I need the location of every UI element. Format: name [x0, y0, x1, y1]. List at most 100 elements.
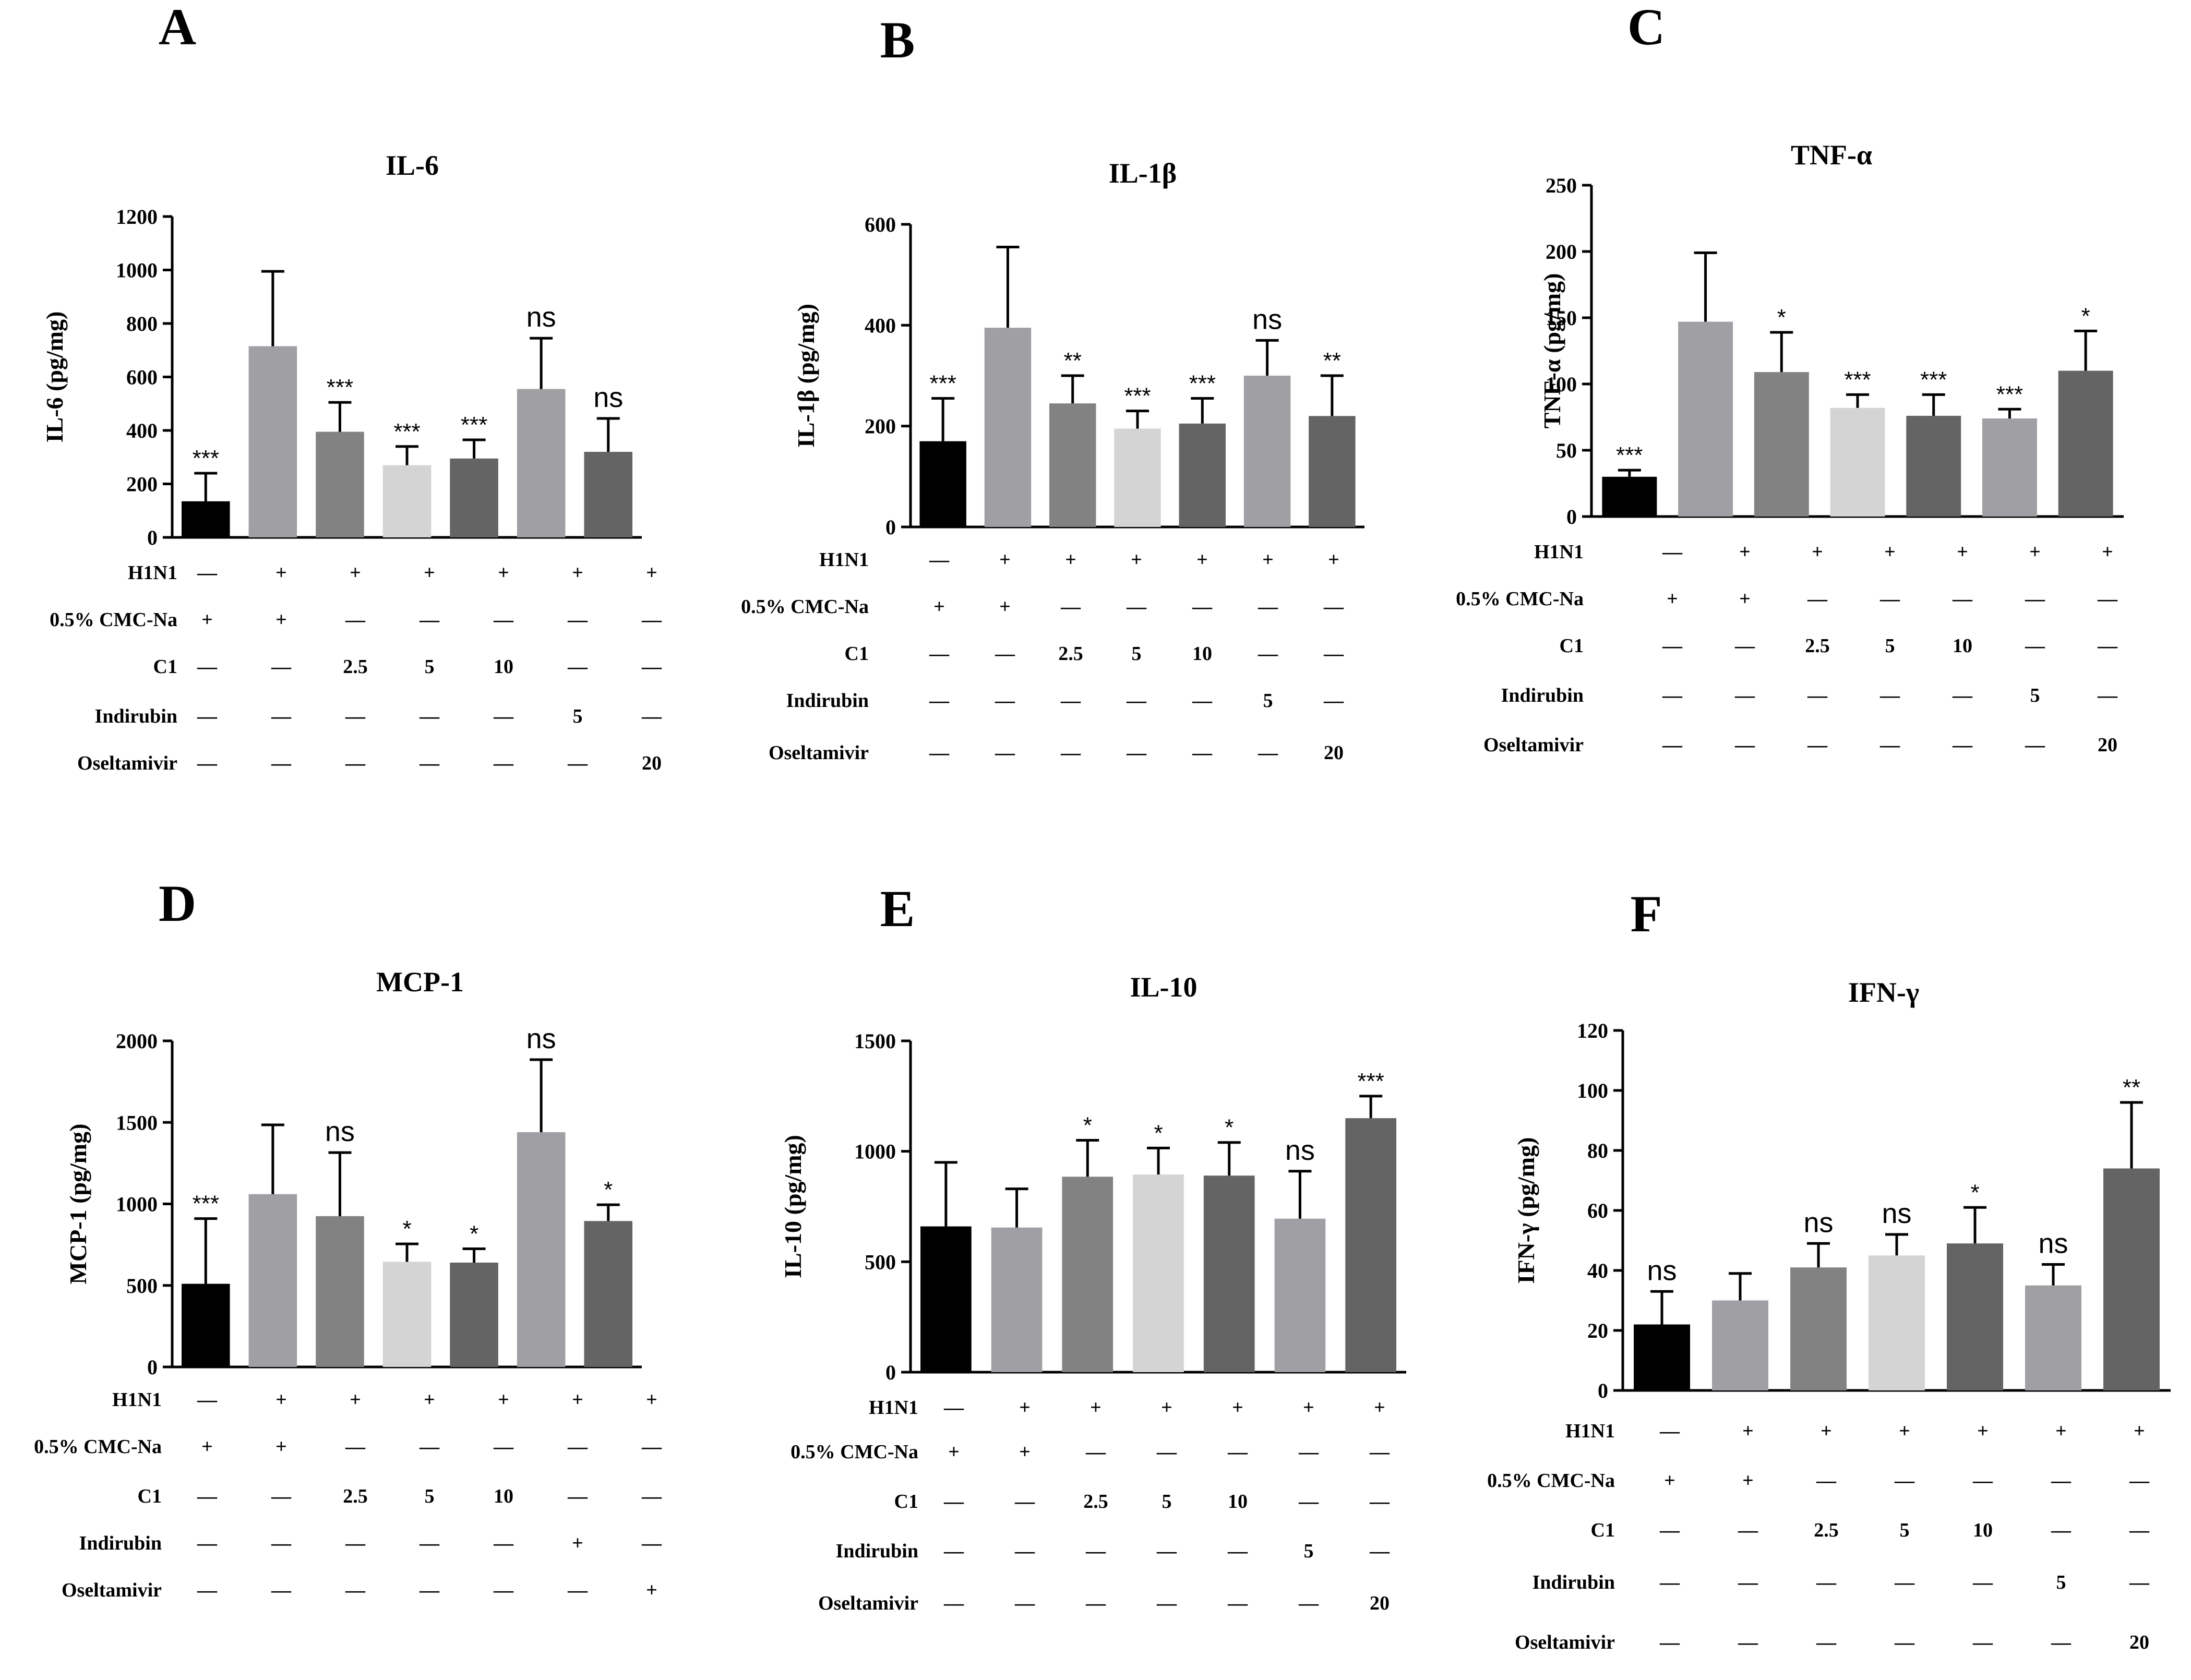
table-cell: —: [2129, 1470, 2150, 1492]
panel-letter: E: [880, 880, 915, 938]
table-row-label: Oseltamivir: [77, 752, 177, 774]
table-cell: —: [1879, 685, 1900, 706]
table-cell: —: [197, 562, 218, 584]
y-tick-label: 500: [126, 1274, 158, 1298]
y-tick-label: 150: [1546, 306, 1577, 330]
table-cell: —: [1662, 685, 1683, 706]
bar: [2103, 1168, 2160, 1390]
table-cell: 10: [1192, 643, 1212, 665]
bar: [1830, 407, 1885, 517]
table-cell: +: [2029, 541, 2041, 563]
table-cell: —: [493, 752, 514, 774]
table-cell: —: [1738, 1571, 1758, 1593]
table-cell: —: [1659, 1519, 1680, 1541]
table-cell: —: [1952, 685, 1973, 706]
table-cell: —: [197, 1579, 218, 1601]
table-cell: +: [933, 596, 945, 618]
chart-title: MCP-1: [376, 966, 464, 998]
table-cell: 5: [1900, 1519, 1910, 1541]
table-cell: —: [2097, 635, 2118, 657]
bar: [248, 1194, 297, 1367]
bar: [1754, 372, 1809, 517]
bar: [517, 389, 566, 537]
table-row-label: Indirubin: [95, 705, 177, 727]
table-row-label: 0.5% CMC-Na: [34, 1436, 162, 1458]
table-cell: —: [1060, 742, 1081, 764]
table-cell: —: [929, 549, 950, 571]
table-cell: —: [943, 1540, 964, 1562]
table-cell: 2.5: [1058, 643, 1083, 665]
table-cell: —: [1227, 1592, 1248, 1614]
table-cell: —: [1156, 1441, 1177, 1463]
table-cell: —: [1298, 1491, 1319, 1513]
bar: [1133, 1174, 1184, 1372]
y-tick-label: 80: [1587, 1139, 1608, 1162]
table-cell: —: [197, 656, 218, 678]
y-axis-label: IFN-γ (pg/mg): [1513, 1137, 1539, 1284]
table-cell: —: [271, 656, 292, 678]
table-row-label: C1: [153, 656, 177, 678]
table-cell: —: [1734, 685, 1755, 706]
table-row-label: H1N1: [112, 1389, 162, 1411]
table-cell: —: [1323, 596, 1344, 618]
table-cell: 5: [2056, 1571, 2066, 1593]
table-cell: —: [2051, 1519, 2072, 1541]
significance-label: ns: [1647, 1255, 1677, 1286]
table-cell: —: [1952, 734, 1973, 756]
panel-letter: B: [880, 11, 915, 69]
table-cell: 10: [494, 656, 513, 678]
bar: [1203, 1175, 1255, 1372]
panel-letter: D: [159, 874, 196, 932]
table-cell: —: [641, 1436, 662, 1458]
bar: [316, 431, 364, 537]
bar: [450, 1263, 498, 1367]
table-cell: 20: [1370, 1592, 1390, 1614]
bar: [1947, 1243, 2003, 1390]
table-cell: —: [197, 752, 218, 774]
table-cell: 10: [1973, 1519, 1993, 1541]
table-cell: +: [1131, 549, 1142, 571]
table-cell: —: [1816, 1470, 1837, 1492]
table-cell: —: [1807, 588, 1828, 610]
significance-label: ns: [2038, 1228, 2068, 1259]
table-cell: —: [567, 752, 588, 774]
significance-label: ns: [325, 1116, 355, 1147]
bar: [1602, 476, 1657, 517]
table-cell: +: [350, 562, 361, 584]
significance-label: ns: [1882, 1198, 1911, 1229]
table-cell: +: [1262, 549, 1274, 571]
significance-label: ***: [1189, 371, 1216, 397]
bar: [182, 501, 230, 537]
table-row-label: H1N1: [128, 562, 177, 584]
table-row-label: 0.5% CMC-Na: [741, 596, 869, 618]
table-cell: +: [498, 1389, 509, 1411]
table-cell: —: [345, 752, 366, 774]
bar: [1114, 428, 1161, 527]
table-cell: —: [1298, 1592, 1319, 1614]
significance-label: ***: [193, 446, 219, 471]
y-axis-label: IL-10 (pg/mg): [780, 1135, 806, 1278]
table-cell: 5: [1132, 643, 1142, 665]
significance-label: ***: [1357, 1069, 1384, 1094]
table-cell: —: [995, 742, 1015, 764]
table-cell: —: [1258, 643, 1278, 665]
table-cell: —: [271, 752, 292, 774]
table-cell: —: [1972, 1631, 1993, 1653]
significance-label: *: [604, 1177, 613, 1203]
bar: [517, 1132, 566, 1367]
table-cell: —: [197, 705, 218, 727]
y-tick-label: 400: [126, 419, 158, 442]
table-cell: +: [572, 562, 583, 584]
significance-label: *: [1083, 1113, 1092, 1138]
table-cell: +: [276, 609, 287, 631]
table-cell: —: [1662, 734, 1683, 756]
y-axis-label: MCP-1 (pg/mg): [65, 1124, 91, 1285]
table-row-label: H1N1: [1565, 1420, 1615, 1442]
table-cell: +: [1821, 1420, 1832, 1442]
table-cell: 10: [1228, 1491, 1248, 1513]
table-cell: 5: [1304, 1540, 1314, 1562]
table-cell: +: [948, 1441, 960, 1463]
table-cell: —: [419, 1532, 440, 1554]
table-cell: +: [1667, 588, 1678, 610]
